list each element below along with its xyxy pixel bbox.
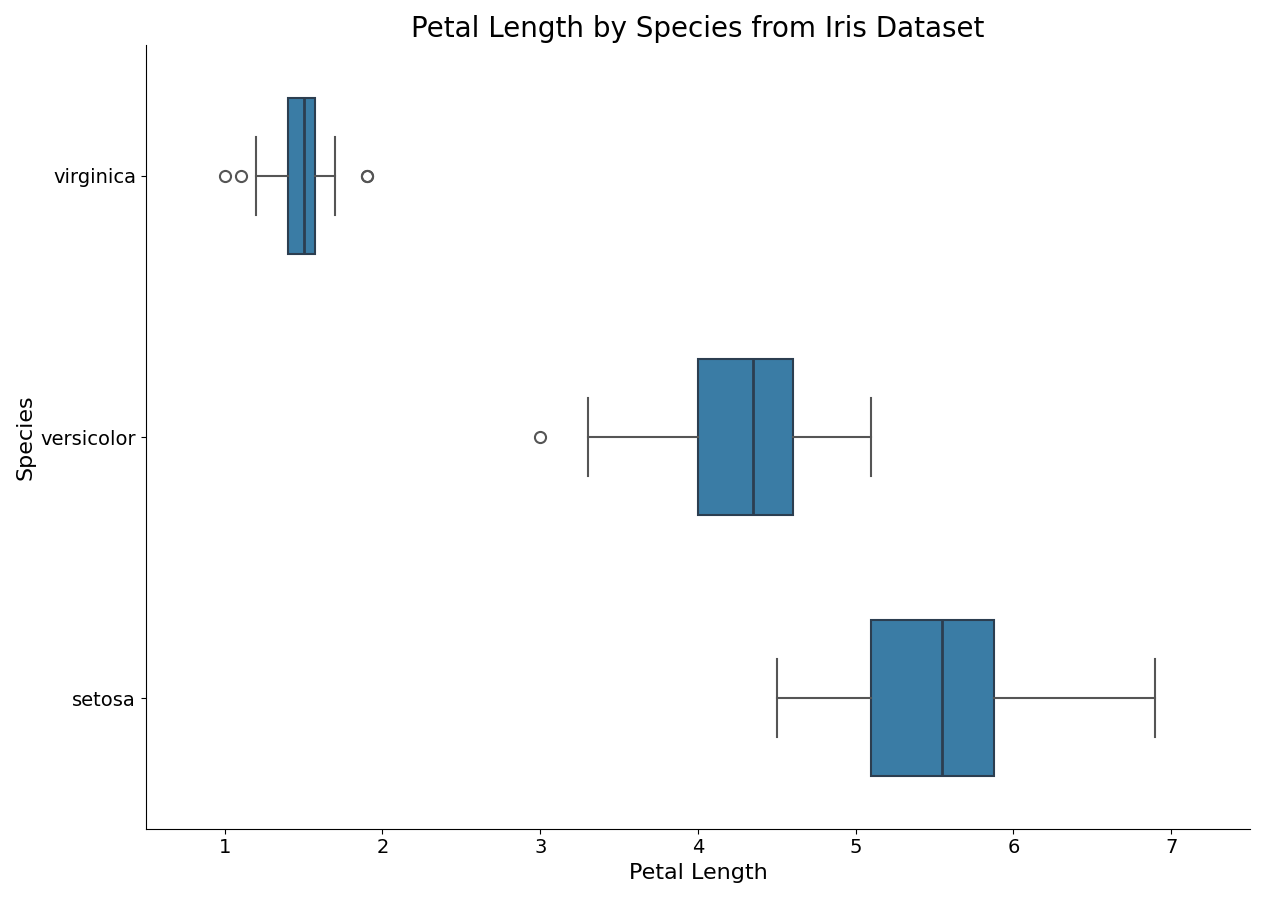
Title: Petal Length by Species from Iris Dataset: Petal Length by Species from Iris Datase…	[411, 15, 984, 43]
Y-axis label: Species: Species	[15, 394, 35, 480]
PathPatch shape	[288, 98, 315, 254]
PathPatch shape	[698, 358, 793, 515]
X-axis label: Petal Length: Petal Length	[629, 863, 768, 883]
PathPatch shape	[872, 620, 994, 777]
